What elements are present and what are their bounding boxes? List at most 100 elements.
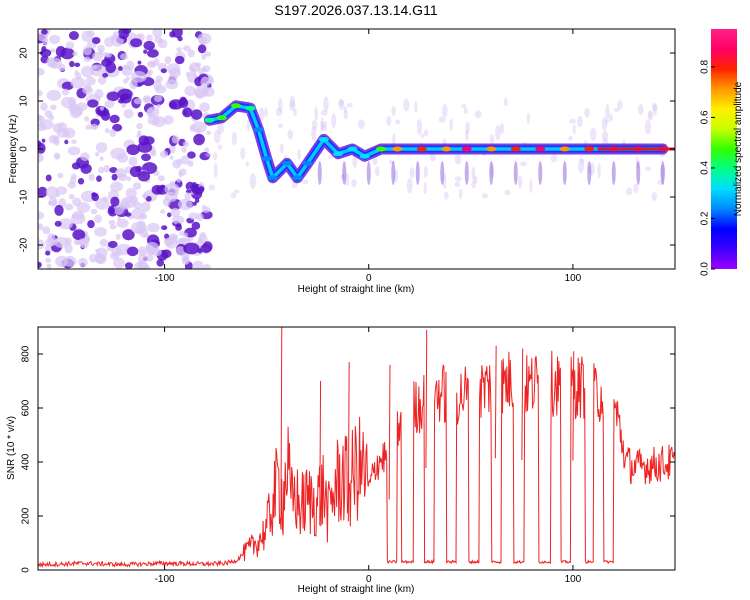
ridge-point: [486, 146, 497, 152]
noise-blob: [200, 244, 212, 253]
halo-blob: [471, 180, 476, 189]
halo-blob: [499, 123, 505, 135]
halo-blob: [657, 179, 665, 185]
noise-blob: [38, 153, 44, 163]
spectrogram-xlabel: Height of straight line (km): [298, 284, 415, 295]
noise-blob: [58, 218, 73, 230]
noise-blob: [130, 38, 143, 48]
noise-blob: [77, 177, 85, 185]
noise-blob: [194, 197, 200, 203]
noise-blob: [110, 34, 117, 41]
snr-xlabel: Height of straight line (km): [298, 584, 415, 595]
ridge-point: [333, 151, 344, 157]
noise-blob: [198, 36, 207, 46]
halo-blob: [338, 99, 345, 111]
halo-blob: [652, 103, 658, 116]
streak: [489, 161, 494, 185]
streak: [587, 161, 592, 185]
halo-blob: [217, 144, 223, 150]
noise-blob: [69, 60, 75, 68]
noise-blob: [99, 238, 109, 247]
x-tick-label: 0: [366, 273, 372, 284]
halo-blob: [320, 121, 328, 128]
noise-blob: [72, 229, 86, 241]
noise-blob: [46, 263, 52, 269]
halo-blob: [311, 126, 317, 142]
y-tick-label: 0: [19, 146, 30, 152]
ridge-point: [231, 103, 242, 109]
noise-blob: [124, 212, 132, 217]
halo-blob: [465, 121, 470, 134]
noise-blob: [178, 97, 189, 109]
halo-blob: [340, 173, 345, 181]
noise-blob: [83, 56, 91, 62]
noise-blob: [134, 226, 145, 235]
halo-blob: [638, 104, 644, 116]
noise-blob: [82, 45, 92, 56]
noise-blob: [192, 201, 197, 206]
noise-blob: [128, 156, 138, 166]
noise-blob: [95, 142, 108, 153]
noise-blob: [68, 193, 75, 200]
halo-blob: [420, 133, 425, 139]
noise-blob: [87, 99, 99, 108]
noise-blob: [118, 98, 125, 104]
halo-blob: [625, 187, 633, 196]
noise-blob: [41, 29, 48, 35]
snr-ylabel: SNR (10 * v/v): [6, 416, 17, 480]
halo-blob: [569, 118, 577, 124]
noise-blob: [103, 164, 110, 173]
halo-blob: [246, 119, 251, 132]
noise-blob: [96, 175, 102, 182]
noise-blob: [74, 70, 79, 76]
noise-blob: [72, 51, 78, 56]
noise-blob: [109, 166, 118, 174]
noise-blob: [185, 71, 191, 77]
noise-blob: [54, 154, 60, 159]
halo-blob: [490, 163, 495, 179]
noise-blob: [104, 100, 115, 108]
colorbar-bar: [711, 29, 737, 269]
noise-blob: [143, 49, 148, 54]
noise-blob: [109, 114, 120, 124]
halo-blob: [458, 188, 463, 199]
halo-blob: [651, 191, 657, 202]
colorbar-tick-label: 0.8: [700, 60, 711, 74]
ridge-point: [461, 146, 472, 152]
ridge-point: [584, 146, 595, 152]
noise-blob: [64, 139, 69, 145]
halo-blob: [331, 113, 337, 129]
noise-blob: [164, 192, 178, 203]
snr-content: [38, 327, 675, 568]
noise-blob: [160, 68, 167, 74]
noise-blob: [97, 44, 106, 53]
noise-blob: [38, 90, 43, 97]
snr-spike: [521, 348, 524, 460]
halo-blob: [526, 112, 531, 124]
ridge-point: [359, 153, 370, 159]
noise-blob: [187, 49, 195, 58]
halo-blob: [338, 99, 344, 106]
halo-blob: [276, 107, 283, 117]
halo-blob: [279, 143, 284, 154]
halo-blob: [644, 166, 652, 171]
noise-blob: [38, 211, 45, 220]
noise-blob: [137, 111, 144, 118]
noise-blob: [199, 102, 210, 112]
snr-frame: [37, 326, 676, 571]
noise-blob: [121, 102, 127, 108]
ridge-point: [392, 146, 403, 152]
noise-blob: [194, 62, 202, 68]
noise-blob: [135, 165, 143, 173]
ridge-point: [510, 146, 521, 152]
noise-blob: [42, 38, 49, 45]
halo-blob: [258, 107, 265, 121]
noise-blob: [72, 210, 85, 220]
noise-blob: [137, 60, 142, 65]
noise-blob: [97, 76, 107, 85]
noise-blob: [137, 141, 153, 153]
noise-blob: [200, 76, 211, 88]
noise-blob: [201, 204, 207, 210]
snr-spike: [280, 327, 283, 524]
noise-blob: [184, 192, 192, 201]
